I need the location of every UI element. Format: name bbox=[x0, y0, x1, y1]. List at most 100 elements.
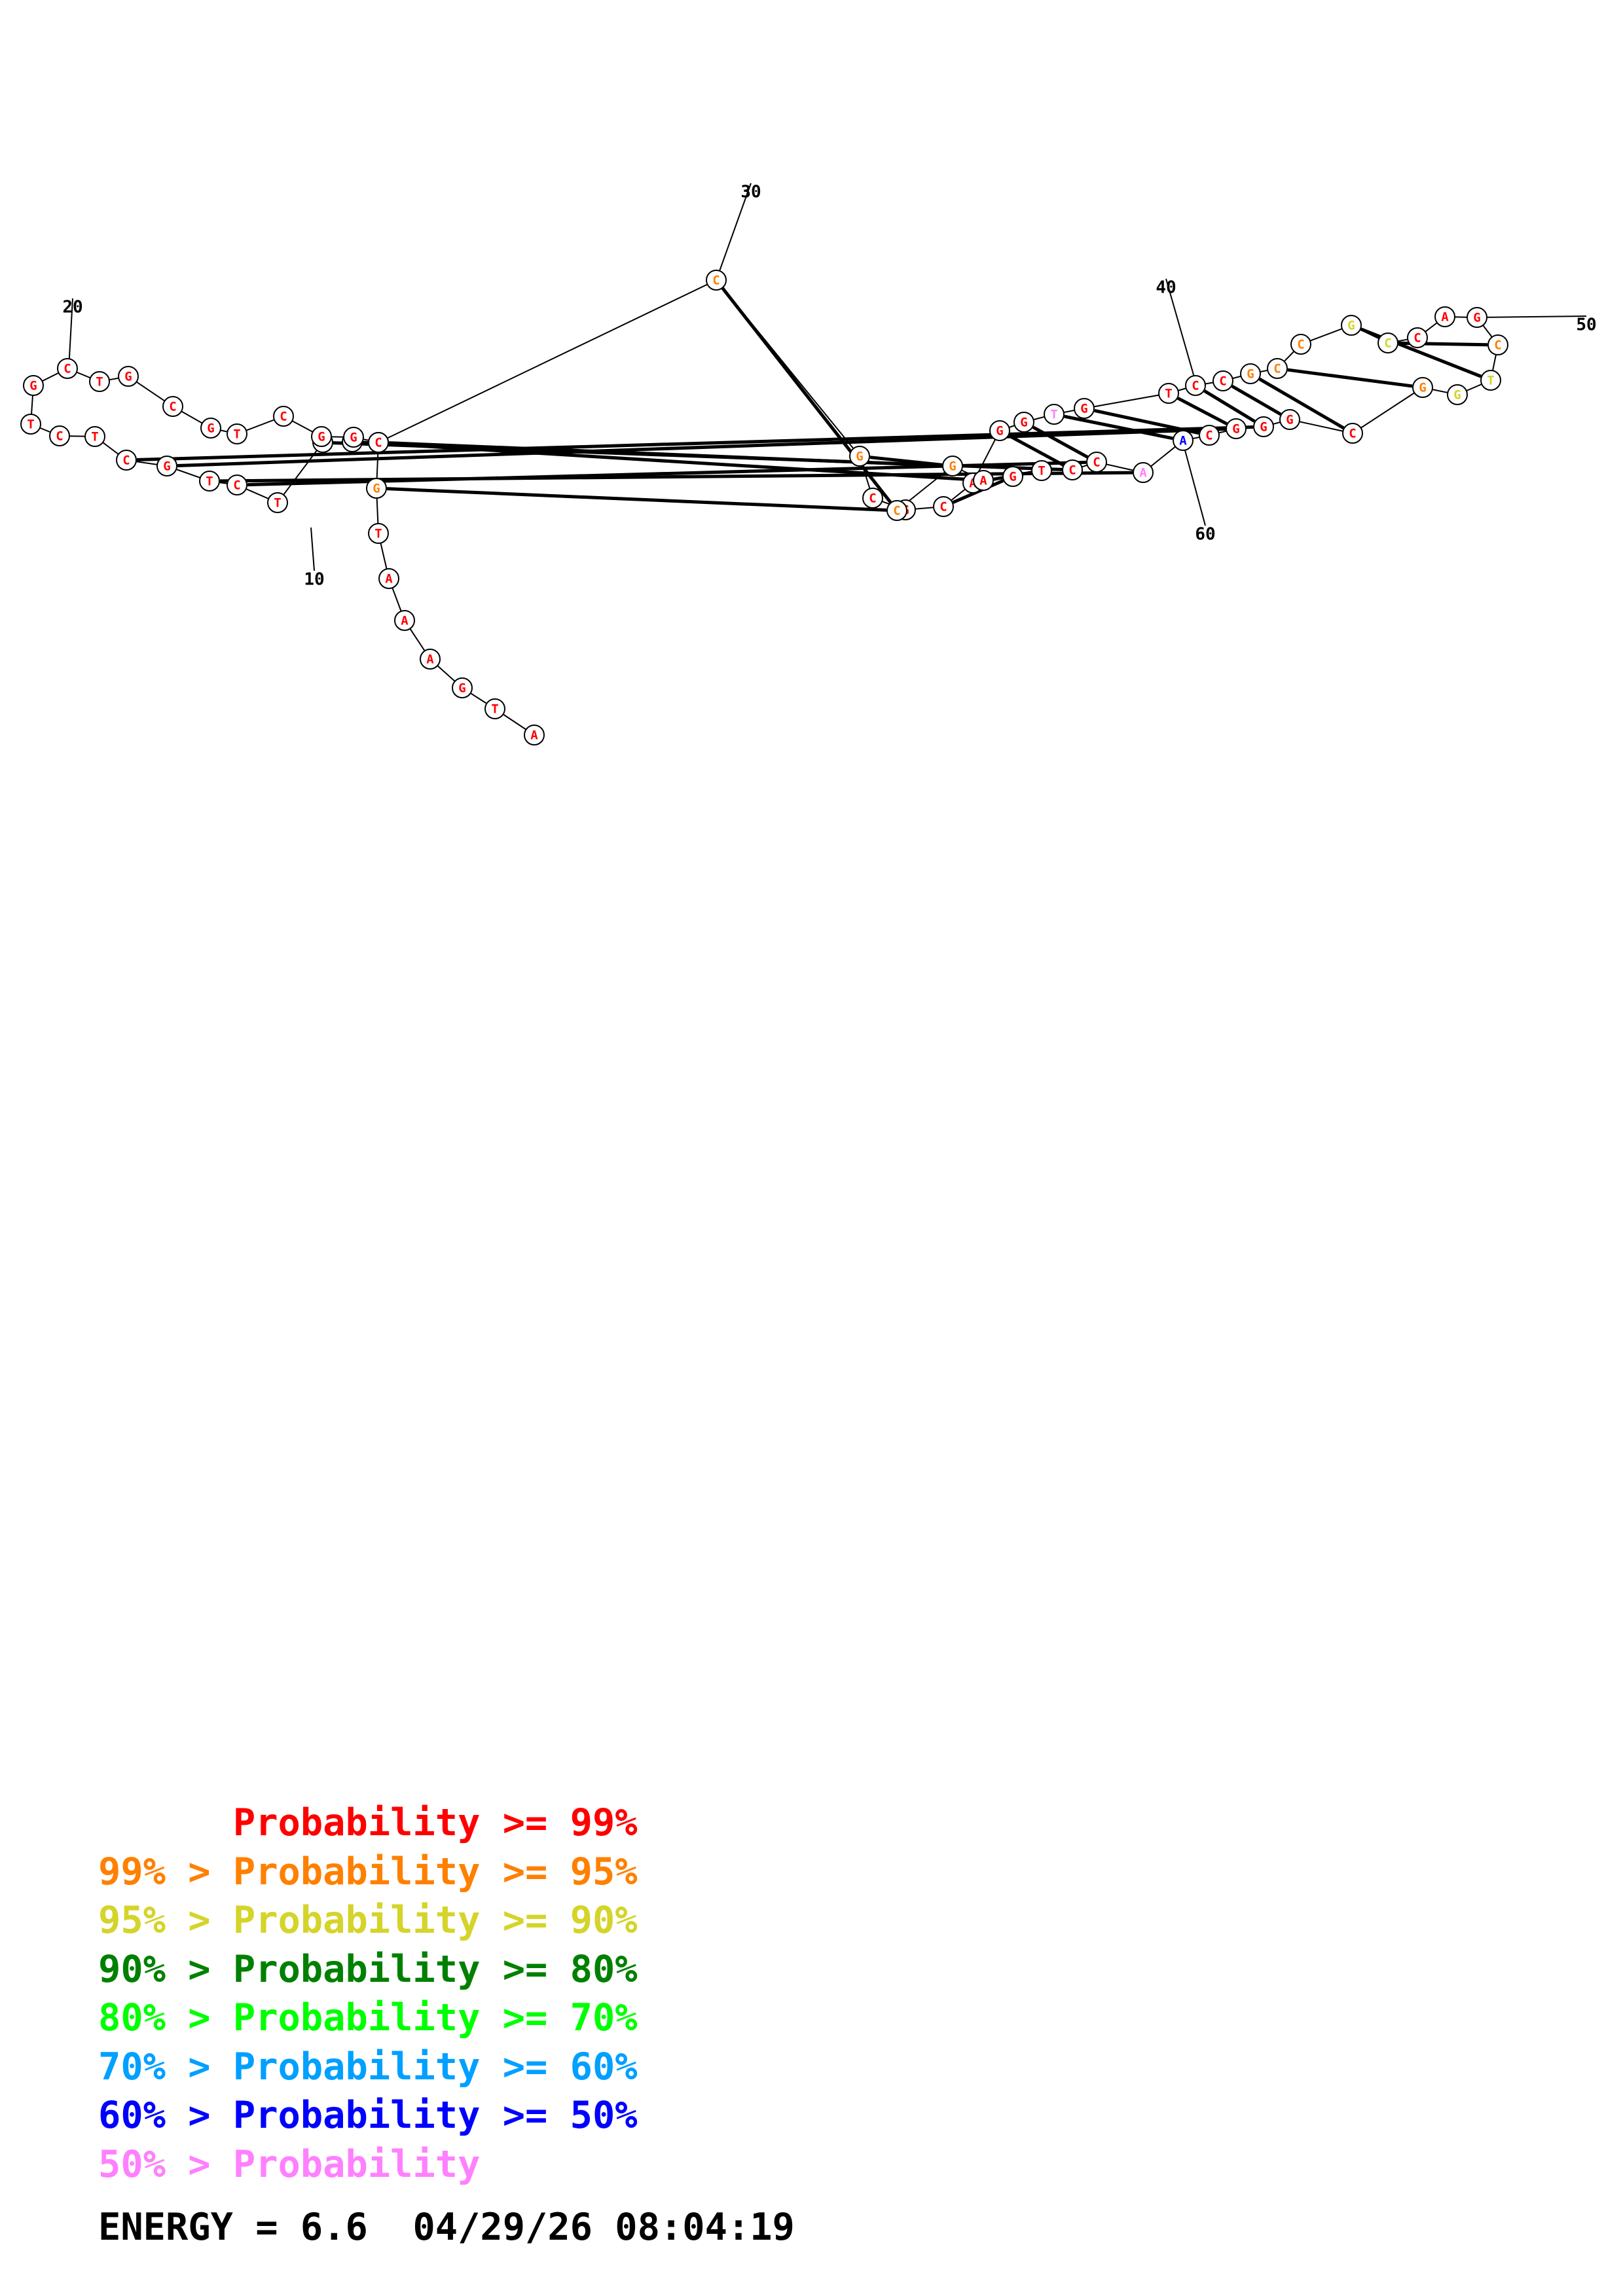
nucleotide: G bbox=[311, 426, 332, 447]
legend-row: 90% > Probability >= 80% bbox=[98, 1945, 638, 1994]
position-tick bbox=[1476, 315, 1587, 318]
nucleotide-circle bbox=[1487, 334, 1508, 355]
nucleotide: C bbox=[886, 500, 907, 521]
nucleotide-circle bbox=[1226, 418, 1247, 439]
nucleotide: T bbox=[267, 492, 288, 513]
nucleotide-letter: G bbox=[373, 482, 380, 496]
nucleotide-circle bbox=[84, 426, 105, 447]
nucleotide-letter: C bbox=[1273, 362, 1281, 376]
nucleotide-circle bbox=[942, 456, 963, 476]
nucleotide: C bbox=[1377, 332, 1398, 353]
nucleotide-letter: C bbox=[1068, 463, 1076, 478]
legend-label: Probability >= 99% bbox=[232, 1801, 638, 1844]
nucleotide: A bbox=[394, 610, 415, 631]
nucleotide-circle bbox=[452, 677, 473, 698]
position-tick bbox=[716, 183, 752, 281]
nucleotide-letter: T bbox=[274, 496, 281, 511]
nucleotide-letter: C bbox=[1192, 379, 1199, 393]
nucleotide-circle bbox=[973, 470, 994, 491]
legend-prefix: 90% > bbox=[98, 1947, 233, 1991]
nucleotide: C bbox=[862, 488, 883, 509]
nucleotide-circle bbox=[849, 446, 870, 467]
nucleotide-circle bbox=[1002, 466, 1023, 487]
nucleotide-circle bbox=[1062, 459, 1083, 480]
position-number: 50 bbox=[1576, 315, 1596, 335]
nucleotide-letter: G bbox=[29, 379, 37, 393]
nucleotide-layer: ATGAAATGCCGTCTGCTCTGCTGCGTCGGCCGCGCAGGTG… bbox=[20, 270, 1508, 745]
nucleotide-circle bbox=[343, 427, 364, 448]
legend-prefix bbox=[98, 1801, 233, 1844]
nucleotide-circle bbox=[1377, 332, 1398, 353]
legend-label: Probability >= 70% bbox=[232, 1996, 638, 2039]
legend-label: Probability >= 90% bbox=[232, 1899, 638, 1942]
nucleotide: T bbox=[1031, 460, 1052, 481]
nucleotide-circle bbox=[1133, 462, 1154, 483]
nucleotide: T bbox=[1158, 383, 1179, 404]
nucleotide-letter: A bbox=[979, 474, 987, 488]
nucleotide: C bbox=[1342, 423, 1363, 444]
nucleotide: C bbox=[1213, 370, 1233, 391]
nucleotide-letter: C bbox=[1093, 456, 1100, 470]
nucleotide: A bbox=[420, 649, 441, 670]
nucleotide-letter: C bbox=[893, 504, 900, 518]
nucleotide-circle bbox=[1185, 375, 1206, 396]
position-number: 40 bbox=[1156, 278, 1176, 298]
nucleotide: G bbox=[1467, 307, 1487, 328]
nucleotide-circle bbox=[1240, 363, 1261, 384]
nucleotide-circle bbox=[1407, 327, 1428, 348]
legend-row: 50% > Probability bbox=[98, 2140, 638, 2189]
nucleotide-circle bbox=[199, 471, 220, 492]
nucleotide: T bbox=[20, 414, 41, 435]
nucleotide-letter: T bbox=[96, 375, 103, 389]
nucleotide-letter: C bbox=[1349, 427, 1356, 441]
nucleotide-letter: C bbox=[1413, 331, 1421, 346]
legend-prefix: 80% > bbox=[98, 1996, 233, 2039]
nucleotide-circle bbox=[1279, 409, 1300, 430]
nucleotide: C bbox=[227, 475, 247, 495]
nucleotide-letter: C bbox=[56, 429, 63, 444]
nucleotide-letter: T bbox=[27, 418, 34, 432]
nucleotide-letter: A bbox=[385, 572, 393, 586]
nucleotide-circle bbox=[200, 418, 221, 439]
nucleotide-letter: T bbox=[374, 527, 382, 541]
nucleotide-letter: G bbox=[124, 370, 132, 384]
nucleotide-circle bbox=[989, 420, 1010, 441]
nucleotide-circle bbox=[267, 492, 288, 513]
nucleotide: A bbox=[973, 470, 994, 491]
nucleotide-letter: G bbox=[458, 681, 465, 696]
nucleotide-letter: A bbox=[1441, 310, 1449, 325]
nucleotide: G bbox=[1240, 363, 1261, 384]
nucleotide-circle bbox=[368, 432, 389, 453]
nucleotide-letter: C bbox=[280, 410, 287, 424]
nucleotide: G bbox=[942, 456, 963, 476]
nucleotide: G bbox=[1226, 418, 1247, 439]
base-pair-bond bbox=[386, 487, 887, 512]
nucleotide-letter: G bbox=[1419, 381, 1426, 395]
probability-legend: Probability >= 99% 99% > Probability >= 9… bbox=[98, 1799, 638, 2189]
nucleotide: T bbox=[227, 423, 247, 444]
nucleotide: A bbox=[378, 568, 399, 589]
base-pair-bond bbox=[721, 287, 892, 503]
nucleotide-letter: G bbox=[318, 430, 325, 444]
legend-row: 99% > Probability >= 95% bbox=[98, 1848, 638, 1897]
nucleotide: G bbox=[1074, 398, 1095, 419]
legend-row: 80% > Probability >= 70% bbox=[98, 1994, 638, 2043]
nucleotide: G bbox=[452, 677, 473, 698]
nucleotide-circle bbox=[1086, 452, 1107, 473]
nucleotide: C bbox=[57, 358, 78, 379]
nucleotide: C bbox=[933, 496, 954, 517]
base-pair-layer bbox=[136, 287, 1488, 512]
legend-label: Probability bbox=[232, 2142, 481, 2186]
nucleotide-circle bbox=[1013, 412, 1034, 433]
nucleotide-letter: C bbox=[869, 492, 876, 506]
nucleotide-letter: T bbox=[1038, 464, 1045, 478]
position-tick bbox=[68, 298, 73, 369]
nucleotide-letter: G bbox=[1453, 388, 1461, 403]
nucleotide-letter: A bbox=[426, 653, 434, 667]
nucleotide-letter: G bbox=[1020, 416, 1027, 430]
legend-prefix: 60% > bbox=[98, 2094, 233, 2137]
nucleotide-letter: C bbox=[64, 362, 71, 376]
nucleotide-circle bbox=[118, 366, 139, 387]
nucleotide: T bbox=[1480, 370, 1501, 391]
nucleotide-circle bbox=[1290, 334, 1311, 355]
